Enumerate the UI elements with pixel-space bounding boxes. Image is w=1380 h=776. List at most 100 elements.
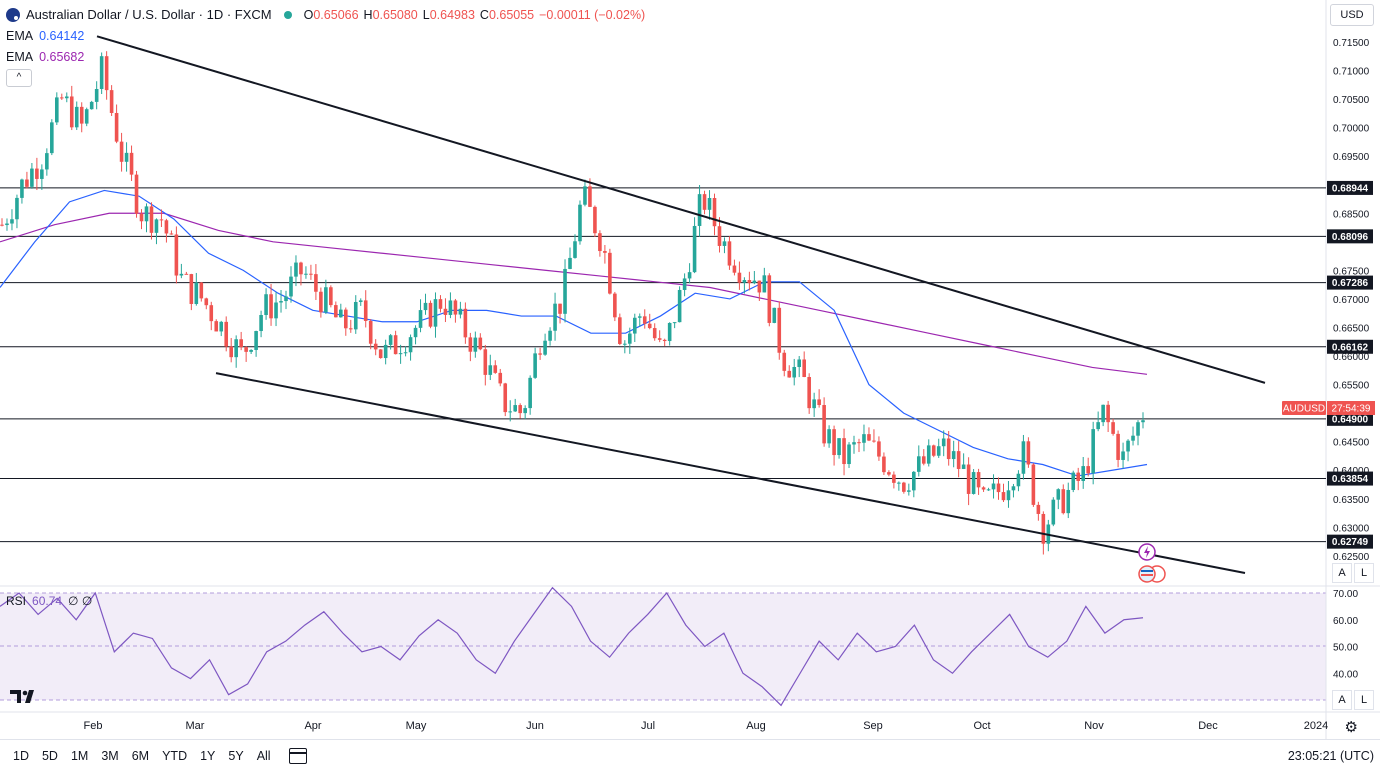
candle-body	[74, 106, 79, 128]
rsi-scale-ticks: 70.00 60.00 50.00 40.00	[1333, 589, 1358, 680]
price-tick-label: 0.66500	[1333, 323, 1370, 334]
candle-body	[45, 153, 49, 170]
time-axis-label: Mar	[186, 720, 205, 732]
utc-clock[interactable]: 23:05:21 (UTC)	[1287, 749, 1374, 763]
collapse-legend-button[interactable]: ^	[6, 69, 32, 87]
candle-body	[971, 472, 976, 494]
candle-body	[882, 456, 886, 473]
candle-body	[1086, 466, 1090, 474]
candle-body	[747, 280, 752, 284]
candle-body	[702, 194, 707, 210]
candle-body	[1096, 422, 1100, 430]
candle-body	[782, 352, 787, 371]
ema-fast-legend[interactable]: EMA 0.64142	[6, 27, 645, 45]
candle-body	[862, 434, 866, 443]
currency-button[interactable]: USD	[1330, 4, 1374, 26]
candle-body	[518, 405, 522, 414]
time-axis-label: Dec	[1198, 720, 1218, 732]
candle-body	[269, 294, 273, 319]
price-level-label-bg	[1327, 229, 1373, 244]
timeframe-all[interactable]: All	[256, 749, 271, 763]
candle-body	[413, 327, 418, 338]
price-level-label-bg	[1327, 534, 1373, 549]
candle-body	[279, 301, 283, 303]
candle-body	[667, 322, 672, 342]
timeframe-1y[interactable]: 1Y	[200, 749, 216, 763]
candle-body	[129, 152, 134, 175]
market-status-icon[interactable]	[283, 11, 292, 19]
candle-body	[1001, 492, 1006, 501]
auto-scale-button[interactable]: A	[1332, 563, 1352, 583]
time-axis-label: 2024	[1304, 720, 1328, 732]
tradingview-logo-icon[interactable]	[10, 688, 38, 704]
candle-body	[468, 337, 473, 352]
candle-body	[1131, 435, 1135, 441]
timeframe-3m[interactable]: 3M	[101, 749, 119, 763]
event-lightning-icon[interactable]	[1138, 543, 1156, 561]
candle-body	[1101, 404, 1105, 423]
symbol-title[interactable]: Australian Dollar / U.S. Dollar · 1D · F…	[26, 7, 272, 22]
timeframe-5y[interactable]: 5Y	[228, 749, 244, 763]
candle-body	[483, 349, 488, 375]
price-tick-label: 0.68500	[1333, 209, 1370, 220]
candle-body	[593, 206, 597, 234]
candle-body	[15, 197, 19, 220]
candle-body	[169, 233, 174, 235]
candle-body	[772, 307, 777, 323]
candle-body	[473, 337, 478, 352]
rsi-log-scale-button[interactable]: L	[1354, 690, 1374, 710]
candle-body	[1051, 499, 1056, 525]
candle-body	[159, 219, 164, 221]
price-tick-label: 0.71000	[1333, 67, 1370, 78]
timeframe-1m[interactable]: 1M	[70, 749, 89, 763]
price-chart[interactable]: 0.71500 0.71000 0.70500 0.70000 0.69500 0.685…	[0, 0, 1380, 739]
timeframe-ytd[interactable]: YTD	[162, 749, 188, 763]
ema-slow-line	[0, 212, 1148, 375]
price-tick-label: 0.67500	[1333, 266, 1370, 277]
trendlines[interactable]	[96, 35, 1266, 574]
candle-body	[931, 445, 936, 456]
timeframe-1d[interactable]: 1D	[13, 749, 29, 763]
candle-body	[842, 438, 846, 465]
candle-body	[662, 339, 667, 342]
timeframe-5d[interactable]: 5D	[41, 749, 58, 763]
rsi-auto-scale-button[interactable]: A	[1332, 690, 1352, 710]
candle-body	[677, 289, 682, 323]
candle-body	[513, 405, 518, 412]
log-scale-button[interactable]: L	[1354, 563, 1374, 583]
event-us-flag-icon[interactable]	[1138, 565, 1166, 583]
candle-body	[543, 340, 547, 355]
candle-body	[981, 487, 986, 490]
candle-body	[1126, 440, 1130, 452]
candle-body	[553, 303, 557, 331]
candle-body	[837, 438, 841, 456]
chart-settings-icon[interactable]: ⚙	[1344, 719, 1358, 736]
candle-body	[817, 399, 821, 406]
candle-body	[99, 56, 104, 89]
candle-body	[30, 168, 34, 187]
candle-body	[423, 302, 428, 311]
candle-body	[433, 299, 438, 327]
candle-body	[209, 305, 214, 322]
timeframe-6m[interactable]: 6M	[131, 749, 150, 763]
horizontal-levels[interactable]	[0, 187, 1326, 543]
candle-body	[812, 399, 816, 409]
ema-fast-polyline	[0, 189, 1148, 477]
candle-body	[877, 441, 881, 457]
rsi-legend[interactable]: RSI 60.74 ∅ ∅	[6, 594, 92, 608]
candle-body	[976, 472, 981, 488]
calendar-icon[interactable]	[288, 748, 307, 764]
candle-body	[687, 272, 692, 279]
candle-body	[55, 97, 59, 123]
chart-legend: Australian Dollar / U.S. Dollar · 1D · F…	[6, 6, 645, 87]
candle-body	[1111, 422, 1115, 434]
candle-body	[244, 347, 248, 352]
candle-body	[902, 482, 906, 492]
candle-body	[892, 474, 896, 483]
candle-body	[632, 317, 637, 334]
candle-body	[672, 322, 677, 324]
candle-body	[712, 198, 717, 227]
candle-body	[647, 323, 652, 329]
ema-slow-legend[interactable]: EMA 0.65682	[6, 48, 645, 66]
